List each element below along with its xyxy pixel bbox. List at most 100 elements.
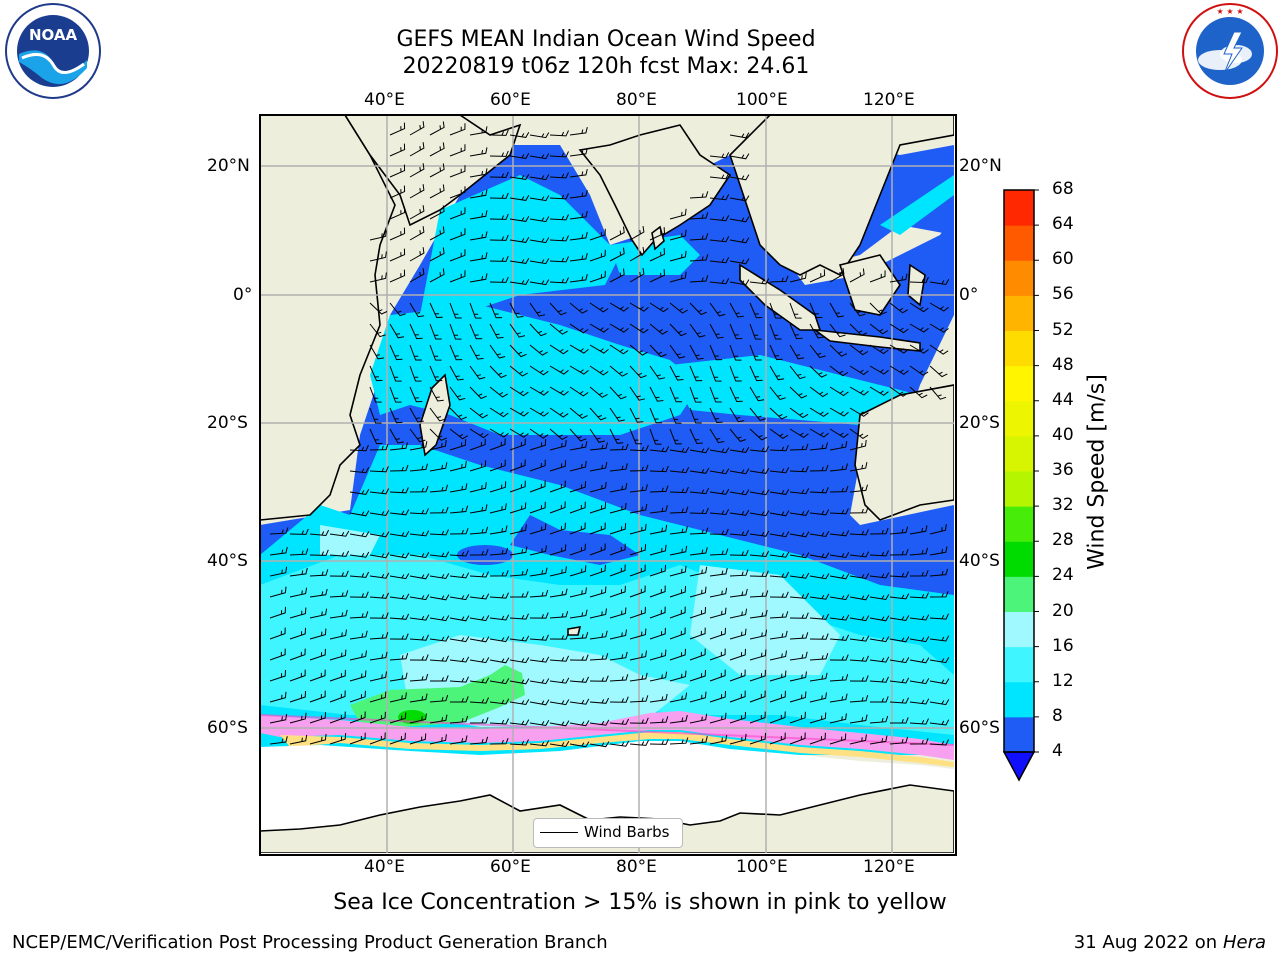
wind-barb — [529, 612, 549, 619]
wind-barb — [669, 526, 688, 535]
wind-barb — [369, 230, 387, 241]
wind-barb — [509, 407, 529, 417]
wind-barb — [469, 526, 489, 535]
wind-barb — [449, 528, 469, 535]
colorbar-segment — [1004, 400, 1034, 437]
wind-barb — [829, 365, 849, 377]
wind-barb — [389, 633, 409, 640]
wind-barb — [809, 531, 830, 538]
wind-barb — [509, 546, 528, 556]
wind-barb — [409, 365, 422, 382]
wind-barb — [509, 678, 530, 685]
wind-barb — [689, 586, 707, 598]
wind-barb — [729, 258, 750, 265]
wind-barb — [689, 735, 708, 745]
wind-barb — [569, 386, 589, 397]
wind-barb — [829, 594, 850, 601]
wind-barb — [789, 651, 808, 661]
wind-barb — [489, 302, 503, 319]
wind-barb — [909, 636, 930, 643]
wind-barb — [909, 738, 929, 745]
wind-barb — [469, 504, 488, 514]
wind-barb — [849, 323, 868, 336]
wind-barb — [289, 567, 308, 577]
lon-label-bottom-120e: 120°E — [863, 857, 915, 877]
colorbar-tick-label: 16 — [1052, 635, 1074, 656]
wind-barb — [369, 323, 386, 338]
wind-barb — [369, 251, 387, 262]
wind-barb — [669, 386, 683, 403]
colorbar — [1002, 189, 1039, 782]
date-text: 31 Aug 2022 on — [1073, 932, 1218, 953]
wind-barb — [589, 249, 606, 262]
wind-barb — [669, 692, 688, 703]
wind-barb — [509, 699, 530, 706]
wind-barb — [569, 168, 588, 178]
wind-barb — [529, 344, 548, 356]
wind-barb — [849, 386, 869, 396]
wind-barb — [689, 627, 706, 640]
wind-barb — [589, 608, 607, 619]
wind-barb — [909, 386, 928, 399]
wind-barb — [429, 635, 450, 642]
wind-barb — [729, 669, 746, 682]
wind-barb — [789, 466, 809, 473]
wind-barb — [349, 510, 370, 517]
wind-barb — [569, 720, 590, 727]
wind-barb — [829, 614, 850, 621]
wind-barb — [409, 614, 430, 621]
wind-barb — [449, 735, 468, 745]
wind-barb — [729, 648, 746, 661]
wind-barb — [849, 573, 870, 580]
wind-barb — [809, 732, 826, 745]
wind-barb — [309, 733, 327, 745]
wind-barb — [729, 628, 747, 640]
wind-barb — [709, 344, 723, 361]
wind-barb — [509, 257, 530, 264]
wind-barb — [649, 465, 669, 473]
wind-barb — [669, 407, 682, 424]
wind-barb — [449, 428, 469, 440]
wind-barb — [369, 428, 383, 445]
wind-barb — [409, 205, 425, 220]
wind-barb — [869, 636, 890, 643]
wind-barb — [609, 247, 625, 262]
wind-barb — [349, 611, 369, 619]
wind-barb — [649, 606, 666, 619]
wind-barb — [549, 323, 568, 335]
wind-barb — [469, 189, 488, 199]
wind-barb — [929, 344, 949, 355]
wind-barb — [409, 552, 430, 559]
wind-barb — [489, 657, 510, 664]
wind-barb — [369, 732, 386, 745]
wind-barb — [709, 407, 723, 424]
wind-barb — [369, 552, 390, 559]
wind-barb — [469, 549, 489, 556]
wind-barb — [669, 486, 689, 494]
wind-barb — [369, 365, 383, 382]
wind-barb — [829, 323, 846, 338]
wind-barb — [849, 734, 867, 745]
wind-barb — [369, 651, 388, 661]
wind-barb — [689, 566, 708, 577]
wind-barb — [269, 527, 289, 535]
wind-barb — [789, 323, 803, 340]
wind-barb — [449, 302, 462, 319]
wind-barb — [329, 609, 348, 619]
wind-barb — [409, 386, 423, 403]
title-line-1: GEFS MEAN Indian Ocean Wind Speed — [396, 27, 816, 52]
colorbar-segment — [1004, 295, 1034, 331]
wind-barb — [389, 692, 407, 703]
wind-barb — [549, 440, 567, 451]
colorbar-segment — [1004, 541, 1034, 577]
wind-barb — [769, 365, 785, 381]
wind-barb — [589, 564, 606, 577]
wind-barb — [449, 207, 466, 220]
wind-barb — [569, 273, 588, 283]
wind-barb — [429, 142, 445, 157]
wind-barb — [929, 386, 947, 400]
land-masses — [260, 115, 954, 853]
colorbar-segment — [1004, 576, 1034, 612]
wind-barb — [469, 302, 482, 319]
wind-barb — [389, 269, 406, 283]
